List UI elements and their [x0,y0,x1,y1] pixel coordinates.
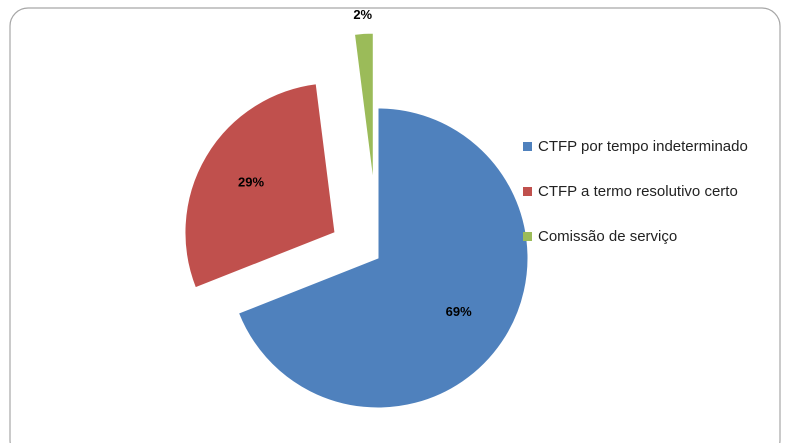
pie-slice [237,107,529,409]
legend-swatch [523,232,532,241]
pie-slice [184,83,336,289]
data-label: 29% [238,174,264,189]
legend-swatch [523,142,532,151]
data-label: 69% [446,304,472,319]
legend-item: Comissão de serviço [523,225,753,248]
legend-label: CTFP por tempo indeterminado [538,138,748,155]
legend-item: CTFP por tempo indeterminado [523,135,753,158]
legend-item: CTFP a termo resolutivo certo [523,180,753,203]
legend-label: CTFP a termo resolutivo certo [538,183,738,200]
pie-slice [353,32,374,184]
legend: CTFP por tempo indeterminado CTFP a termo… [523,135,753,270]
legend-swatch [523,187,532,196]
legend-label: Comissão de serviço [538,228,678,245]
data-label: 2% [353,7,372,22]
